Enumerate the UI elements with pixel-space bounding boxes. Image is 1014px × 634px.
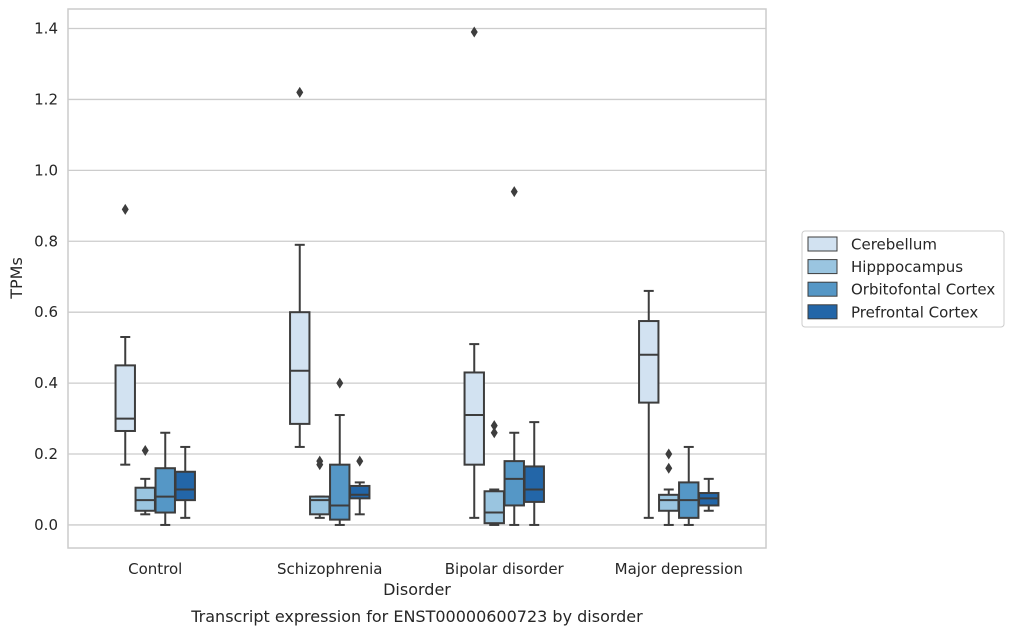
legend-label: Cerebellum <box>851 236 937 254</box>
box-0-0 <box>114 203 136 466</box>
x-tick-label: Major depression <box>615 560 743 578</box>
box-iqr <box>174 470 196 502</box>
figure-caption: Transcript expression for ENST0000060072… <box>190 607 643 626</box>
outlier-point <box>141 444 149 456</box>
y-tick-label: 0.4 <box>34 374 58 392</box>
box-iqr <box>329 463 351 521</box>
box-iqr <box>114 364 136 432</box>
legend: Cerebellum Hipppocampus Orbitofontal Corte… <box>801 230 1005 328</box>
box-3-0 <box>638 289 660 519</box>
outlier-point <box>665 462 673 474</box>
box-iqr <box>523 465 545 503</box>
legend-label: Hipppocampus <box>851 258 963 276</box>
outlier-point <box>296 86 304 98</box>
outlier-point <box>490 420 498 432</box>
y-tick-label: 1.2 <box>34 90 58 108</box>
box-0-3 <box>174 445 196 519</box>
box-iqr <box>349 484 371 500</box>
box-iqr <box>154 467 176 514</box>
plot-frame <box>67 8 767 549</box>
box-2-2 <box>503 186 525 526</box>
box-1-0 <box>289 86 311 448</box>
legend-swatch <box>807 236 838 252</box>
box-2-0 <box>463 26 485 519</box>
y-tick-label: 0.0 <box>34 516 58 534</box>
box-iqr <box>638 320 660 404</box>
y-tick-label: 0.8 <box>34 232 58 250</box>
legend-swatch <box>807 281 838 297</box>
outlier-point <box>510 186 518 198</box>
box-iqr <box>658 493 680 512</box>
y-axis-label: TPMs <box>7 257 26 300</box>
legend-frame <box>801 230 1005 328</box>
y-tick-label: 0.2 <box>34 445 58 463</box>
box-3-2 <box>678 445 700 526</box>
box-3-1 <box>658 448 680 526</box>
box-iqr <box>289 311 311 425</box>
y-tick-label: 1.0 <box>34 161 58 179</box>
box-0-2 <box>154 431 176 526</box>
y-tick-label: 1.4 <box>34 20 58 38</box>
x-tick-label: Schizophrenia <box>277 560 382 578</box>
box-iqr <box>463 371 485 466</box>
legend-swatch <box>807 259 838 275</box>
outlier-point <box>665 448 673 460</box>
box-2-1 <box>483 420 505 526</box>
legend-swatch <box>807 304 838 320</box>
x-tick-label: Control <box>128 560 182 578</box>
outlier-point <box>490 427 498 439</box>
box-iqr <box>503 460 525 507</box>
y-tick-label: 0.6 <box>34 303 58 321</box>
box-0-1 <box>134 444 156 516</box>
box-1-1 <box>309 455 331 519</box>
x-tick-labels: Control Schizophrenia Bipolar disorder Majo… <box>128 560 743 578</box>
x-axis-label: Disorder <box>383 580 451 599</box>
outlier-point <box>470 26 478 38</box>
gridlines <box>68 27 766 526</box>
box-1-2 <box>329 377 351 526</box>
box-3-3 <box>698 477 720 512</box>
y-tick-labels: 0.0 0.2 0.4 0.6 0.8 1.0 1.2 1.4 <box>34 20 58 534</box>
boxes <box>114 26 720 526</box>
outlier-point <box>356 455 364 467</box>
box-1-3 <box>349 455 371 516</box>
box-iqr <box>483 490 505 525</box>
legend-label: Prefrontal Cortex <box>851 303 978 321</box>
x-tick-label: Bipolar disorder <box>445 560 565 578</box>
box-2-3 <box>523 421 545 526</box>
legend-label: Orbitofontal Cortex <box>851 281 995 299</box>
outlier-point <box>121 203 129 215</box>
outlier-point <box>336 377 344 389</box>
outlier-point <box>316 459 324 471</box>
